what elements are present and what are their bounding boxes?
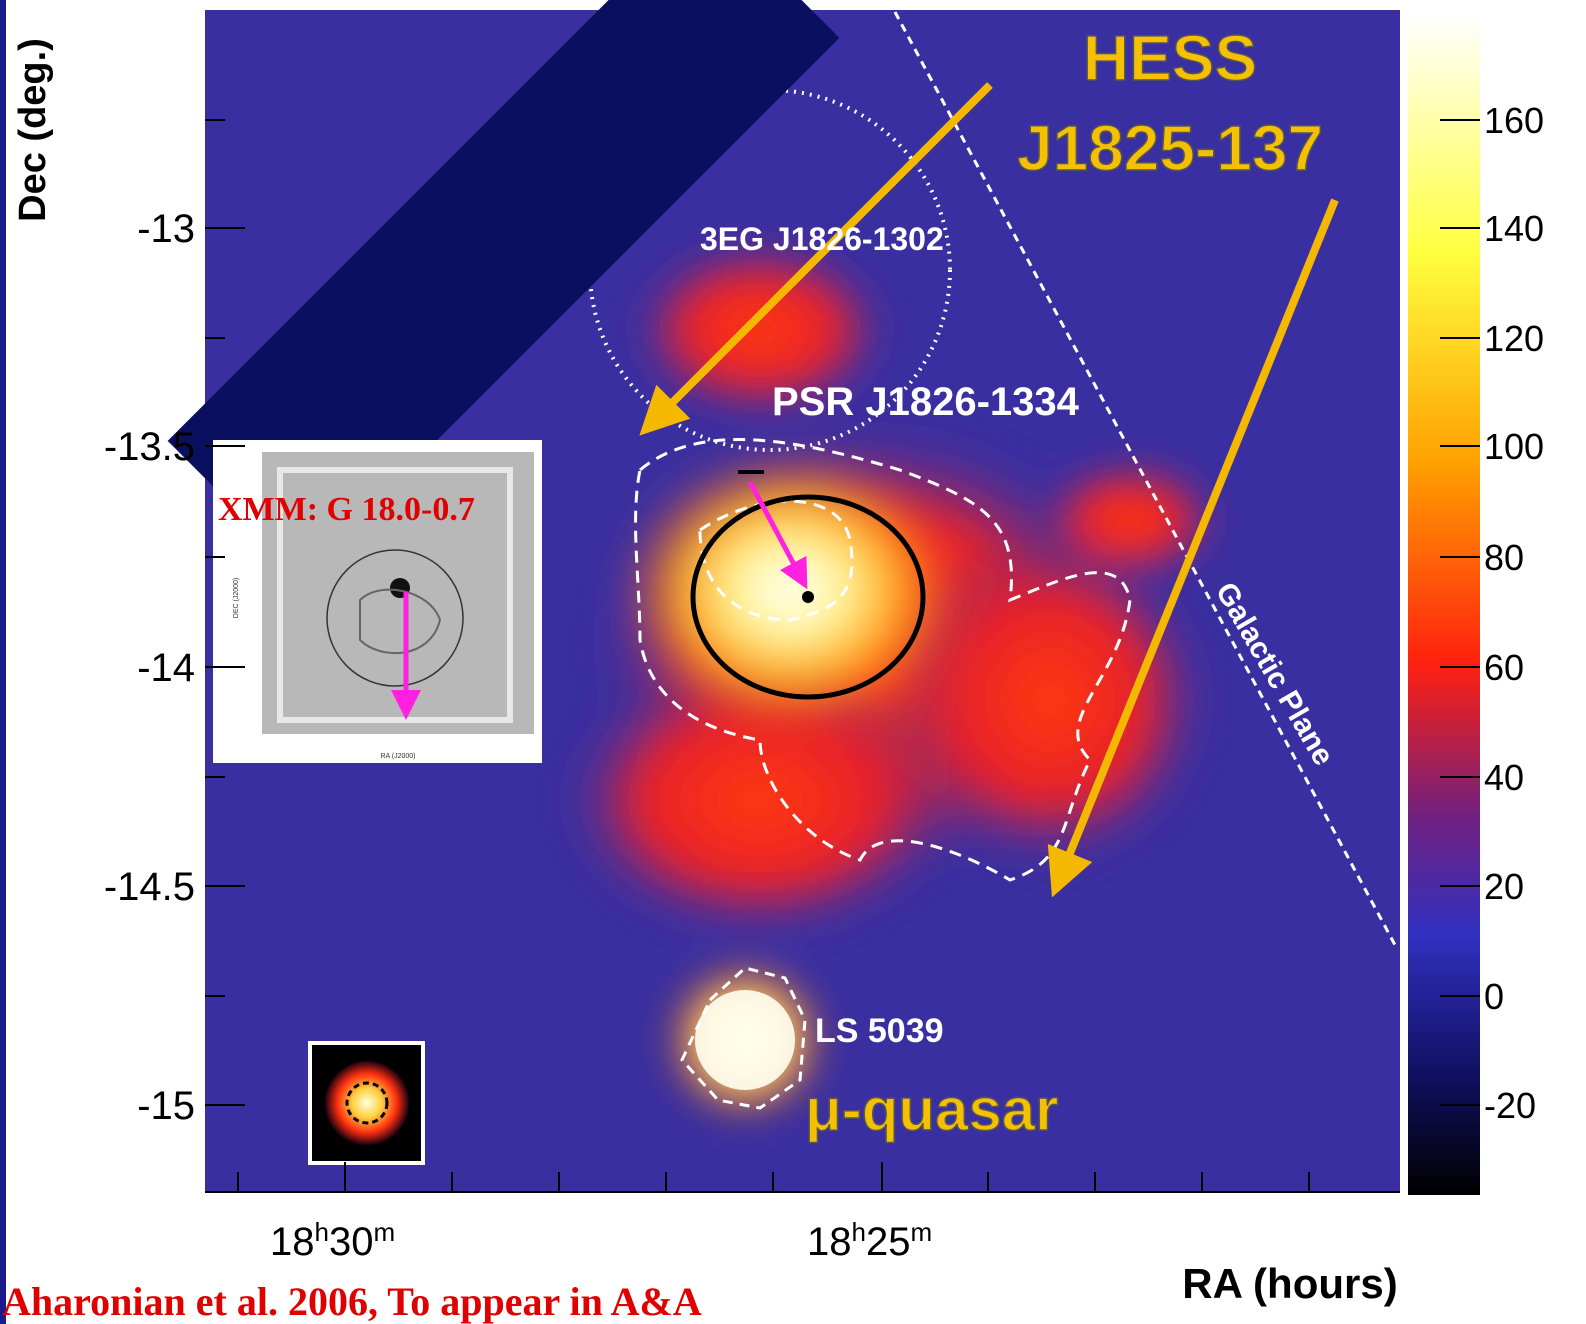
inset-axis-label: DEC (J2000)	[233, 578, 240, 618]
microquasar-label: μ-quasar	[805, 1076, 1058, 1143]
colorbar-tick-label: 20	[1484, 866, 1524, 907]
ra-tick-label: 18h30m	[270, 1217, 395, 1264]
dec-axis-label: Dec (deg.)	[12, 38, 54, 222]
dec-tick-label: -13	[137, 207, 195, 251]
colorbar-tick-label: 100	[1484, 426, 1544, 467]
slide-edge	[0, 0, 6, 1324]
page: HESS J1825-137 3EG J1826-1302 PSR J1826-…	[0, 0, 1586, 1324]
dec-tick-label: -14.5	[104, 865, 195, 909]
hess-label: J1825-137	[1017, 112, 1323, 184]
colorbar-tick-label: 160	[1484, 100, 1544, 141]
ra-tick-part: 25	[866, 1220, 911, 1264]
dec-tick-label: -15	[137, 1084, 195, 1128]
colorbar-tick-label: 140	[1484, 208, 1544, 249]
colorbar-tick-label: 60	[1484, 647, 1524, 688]
colorbar-tick-label: 0	[1484, 976, 1504, 1017]
ra-tick-part: m	[910, 1217, 932, 1247]
pulsar-label: PSR J1826-1334	[772, 380, 1080, 424]
colorbar-tick-label: 80	[1484, 537, 1524, 578]
dec-tick-label: -13.5	[104, 425, 195, 469]
ra-tick-part: 18	[270, 1220, 315, 1264]
ra-tick-part: m	[373, 1217, 395, 1247]
inset-axis-label: RA (J2000)	[380, 753, 415, 760]
ra-tick-label: 18h25m	[807, 1217, 932, 1264]
inset-label: XMM: G 18.0-0.7	[218, 491, 475, 528]
ra-tick-part: 18	[807, 1220, 852, 1264]
ra-axis-label: RA (hours)	[1182, 1260, 1397, 1307]
ra-tick-part: h	[852, 1217, 866, 1247]
colorbar-tick-label: 120	[1484, 318, 1544, 359]
colorbar-tick-label: 40	[1484, 757, 1524, 798]
ra-tick-part: 30	[329, 1220, 374, 1264]
citation: Aharonian et al. 2006, To appear in A&A	[2, 1279, 702, 1324]
hess-label: HESS	[1083, 22, 1257, 94]
dec-tick-label: -14	[137, 646, 195, 690]
ra-tick-part: h	[315, 1217, 329, 1247]
colorbar-tick-label: -20	[1484, 1085, 1536, 1126]
xmm-inset: XMM: G 18.0-0.7 RA (J2000) DEC (J2000)	[213, 440, 542, 763]
colorbar	[1408, 15, 1480, 1195]
slide: HESS J1825-137 3EG J1826-1302 PSR J1826-…	[0, 0, 1586, 1324]
egret-label: 3EG J1826-1302	[700, 221, 944, 257]
ls5039-label: LS 5039	[815, 1012, 944, 1050]
